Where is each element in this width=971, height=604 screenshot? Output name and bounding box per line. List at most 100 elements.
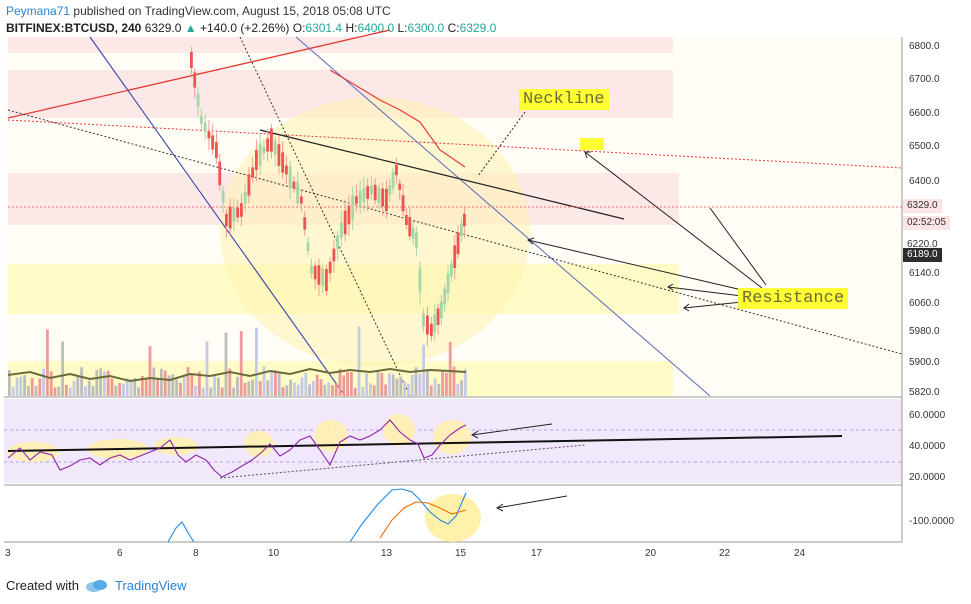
- candle-body: [362, 188, 366, 202]
- candle-body: [281, 152, 285, 173]
- volume-bar: [255, 327, 258, 396]
- osc-orange-line: [379, 501, 467, 539]
- black-dotted-line-shallow[interactable]: [7, 109, 903, 355]
- candle-body: [453, 245, 457, 268]
- volume-bar: [441, 370, 444, 396]
- publish-info: Peymana71 published on TradingView.com, …: [6, 4, 391, 18]
- candle-body: [411, 227, 415, 239]
- candle-body: [405, 214, 408, 226]
- volume-bar: [27, 385, 30, 396]
- last-price-badge: 6329.0: [903, 199, 942, 213]
- volume-bar: [277, 371, 281, 396]
- volume-bar: [182, 374, 186, 396]
- candle-body: [450, 263, 453, 277]
- volume-bar: [38, 378, 42, 396]
- symbol-label[interactable]: BITFINEX:BTCUSD, 240: [6, 21, 142, 35]
- volume-bar: [68, 387, 72, 396]
- volume-bar: [114, 385, 118, 396]
- volume-bar: [410, 374, 414, 396]
- candle-body: [463, 213, 466, 227]
- volume-bar: [194, 385, 197, 396]
- neckline-label[interactable]: Neckline: [519, 89, 609, 110]
- open-label: O:: [292, 21, 306, 35]
- volume-bar: [175, 379, 178, 396]
- time-tick: 10: [268, 548, 280, 559]
- candle-body: [381, 188, 385, 207]
- candle-body: [225, 213, 228, 227]
- rsi-line: [7, 419, 467, 478]
- volume-bar: [103, 371, 106, 396]
- price-change: +140.0 (+2.26%): [199, 21, 290, 35]
- price-tick: 5900.0: [909, 357, 940, 368]
- volume-bar: [156, 379, 159, 396]
- candle-body: [388, 185, 392, 195]
- author-link[interactable]: Peymana71: [6, 4, 71, 18]
- volume-bar: [144, 378, 148, 396]
- candle-body: [418, 268, 422, 292]
- up-arrow-icon: ▲: [184, 21, 197, 35]
- volume-bar: [186, 367, 190, 396]
- candle-body: [310, 266, 313, 274]
- rsi-trendline[interactable]: [7, 435, 843, 452]
- blue-trendline-right[interactable]: [295, 36, 711, 397]
- candle-body: [321, 268, 325, 287]
- candle-body: [207, 131, 211, 139]
- volume-bar: [171, 374, 175, 396]
- volume-bar: [346, 372, 349, 396]
- volume-bar: [91, 385, 95, 396]
- candle-body: [358, 190, 362, 205]
- tradingview-logo-icon: [85, 579, 107, 592]
- volume-bar: [452, 366, 456, 396]
- volume-bar: [8, 370, 11, 396]
- volume-bar: [433, 378, 437, 396]
- neckline[interactable]: [259, 129, 625, 220]
- low-label: L:: [397, 21, 408, 35]
- volume-bar: [334, 383, 338, 396]
- price-tick: 6400.0: [909, 176, 940, 187]
- candle-body: [196, 93, 200, 107]
- resistance-label[interactable]: Resistance: [738, 288, 849, 309]
- rsi-dotted-trendline[interactable]: [219, 444, 586, 479]
- volume-bar: [228, 368, 232, 396]
- symbol-info: BITFINEX:BTCUSD, 240 6329.0 ▲ +140.0 (+2…: [6, 21, 496, 35]
- volume-bar: [49, 371, 53, 396]
- moving-average-red: [329, 69, 466, 168]
- candle-body: [255, 150, 258, 170]
- candle-body: [347, 205, 351, 225]
- volume-bar: [198, 371, 201, 396]
- volume-bar: [353, 387, 357, 396]
- volume-bar: [304, 372, 308, 396]
- volume-bar: [300, 377, 304, 396]
- volume-bar: [312, 380, 315, 396]
- candle-body: [443, 288, 447, 305]
- candle-body: [332, 248, 336, 262]
- blue-trendline-left[interactable]: [89, 36, 346, 397]
- volume-bar: [357, 326, 361, 396]
- candle-body: [370, 185, 373, 195]
- candle-body: [401, 195, 405, 212]
- candlesticks[interactable]: [190, 47, 466, 347]
- osc-blue-line: [349, 488, 467, 543]
- candle-body: [200, 116, 203, 124]
- candle-body: [300, 196, 303, 204]
- volume-bar: [464, 369, 467, 396]
- red-trendline[interactable]: [7, 29, 391, 119]
- price-tick: 6800.0: [909, 41, 940, 52]
- volume-bar: [46, 329, 49, 396]
- volume-bar: [289, 379, 292, 396]
- tradingview-link[interactable]: TradingView: [114, 578, 187, 593]
- volume-bar: [163, 370, 167, 396]
- osc-blue-left: [167, 521, 195, 543]
- volume-bar: [190, 374, 194, 396]
- volume-bar: [179, 382, 182, 396]
- volume-bar: [110, 378, 114, 396]
- volume-bar: [61, 341, 64, 396]
- volume-bar: [213, 374, 216, 396]
- volume-bar: [34, 385, 38, 396]
- candle-body: [232, 208, 236, 222]
- volume-bar: [57, 386, 61, 396]
- volume-bar: [141, 375, 144, 396]
- candle-body: [266, 138, 270, 152]
- red-dotted-line[interactable]: [7, 119, 903, 169]
- candle-body: [422, 313, 425, 327]
